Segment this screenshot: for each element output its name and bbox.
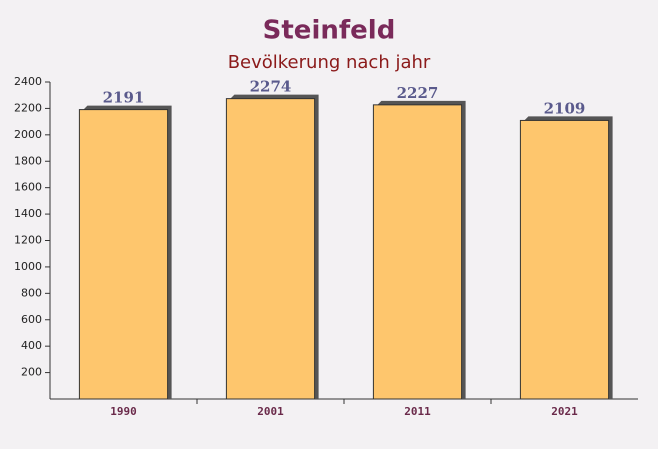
x-tick-label: 2021 [551,405,578,418]
x-tick-label: 2001 [257,405,284,418]
value-label: 2274 [250,78,292,96]
y-tick-label: 400 [21,339,42,352]
y-tick-label: 1600 [14,181,42,194]
y-tick-label: 600 [21,313,42,326]
x-tick-label: 2011 [404,405,431,418]
y-tick-label: 2200 [14,101,42,114]
y-tick-label: 1800 [14,154,42,167]
chart-title: Steinfeld [263,16,396,46]
x-tick-label: 1990 [110,405,137,418]
y-tick-label: 1200 [14,234,42,247]
y-tick-label: 1400 [14,207,42,220]
value-label: 2109 [544,99,586,117]
value-label: 2191 [103,89,145,107]
y-tick-label: 2400 [14,75,42,88]
value-label: 2227 [397,84,439,102]
y-tick-label: 200 [21,366,42,379]
bar [78,109,169,400]
y-tick-label: 1000 [14,260,42,273]
bar [372,104,463,400]
bar [519,119,610,400]
bar [225,98,316,400]
y-tick-label: 2000 [14,128,42,141]
y-tick-label: 800 [21,286,42,299]
chart-subtitle: Bevölkerung nach jahr [228,52,431,73]
